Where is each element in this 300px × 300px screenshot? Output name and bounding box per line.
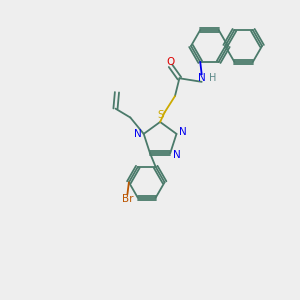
Text: Br: Br: [122, 194, 133, 204]
Text: H: H: [209, 73, 217, 83]
Text: N: N: [173, 150, 181, 160]
Text: N: N: [198, 73, 206, 83]
Text: N: N: [178, 128, 186, 137]
Text: N: N: [134, 129, 142, 139]
Text: S: S: [158, 110, 164, 120]
Text: O: O: [167, 57, 175, 67]
